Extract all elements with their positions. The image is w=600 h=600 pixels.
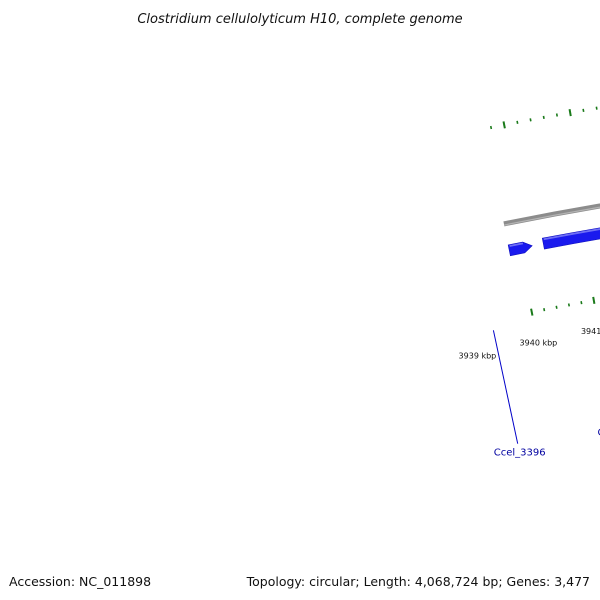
map-title: Clostridium cellulolyticum H10, complete… <box>137 12 462 27</box>
gene-track <box>507 227 600 257</box>
accession-label: Accession: NC_011898 <box>9 574 151 589</box>
gene-arrow-highlight <box>509 242 524 247</box>
inner-ring-major-tick <box>592 296 596 305</box>
gene-label-leader <box>492 330 519 444</box>
outer-ring-minor-tick <box>529 118 532 122</box>
outer-ring-minor-tick <box>555 113 558 117</box>
inner-ring-minor-tick <box>580 301 583 305</box>
backbone-line <box>503 203 600 227</box>
outer-ring-minor-tick <box>489 125 493 130</box>
inner-ring-minor-tick <box>543 308 546 312</box>
gene-arrow-highlight <box>543 228 600 241</box>
inner-ring-minor-tick <box>567 303 571 307</box>
gene-label-ccel_3397: Ccel_3397 <box>597 428 600 439</box>
outer-ring-minor-tick <box>516 120 519 124</box>
tick-label-3939: 3939 kbp <box>459 351 497 360</box>
backbone-highlight <box>504 206 600 226</box>
gene-label-group: Ccel_3396Ccel_3397Ccel_3398Ccel_3399 <box>492 330 600 459</box>
outer-ring-major-tick <box>568 109 572 117</box>
genome-summary-label: Topology: circular; Length: 4,068,724 bp… <box>246 574 590 589</box>
gene-arrow <box>541 227 600 250</box>
outer-ring-minor-tick <box>582 108 585 112</box>
gene-label-ccel_3396: Ccel_3396 <box>494 448 546 459</box>
outer-ring-major-tick <box>502 121 506 129</box>
inner-tick-ring <box>530 296 596 316</box>
outer-ring-minor-tick <box>595 106 598 110</box>
outer-ring-minor-tick <box>542 115 545 120</box>
inner-ring-minor-tick <box>555 305 558 309</box>
tick-label-3941: 3941 kbp <box>581 327 600 336</box>
backbone <box>503 203 600 227</box>
tick-label-3940: 3940 kbp <box>520 339 558 348</box>
outer-tick-ring <box>489 106 598 130</box>
inner-ring-major-tick <box>530 308 534 316</box>
